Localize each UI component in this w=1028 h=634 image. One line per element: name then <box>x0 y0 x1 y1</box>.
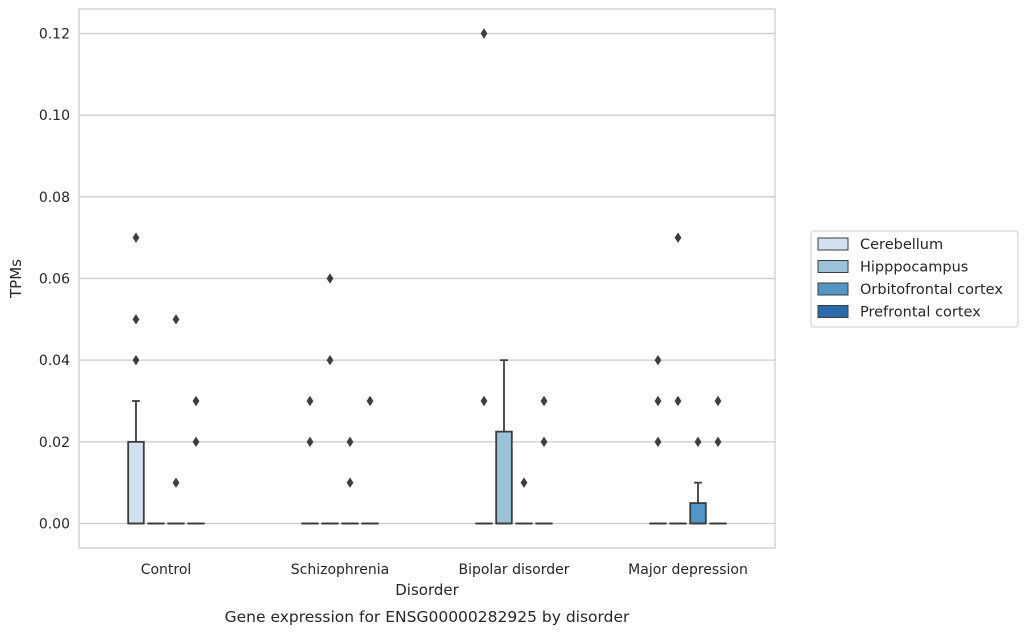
y-tick-label: 0.12 <box>39 27 70 43</box>
legend-swatch <box>817 282 849 296</box>
box <box>689 481 707 525</box>
series-cerebellum <box>127 400 667 525</box>
y-tick-label: 0.10 <box>39 108 70 124</box>
legend-item: Prefrontal cortex <box>817 305 981 321</box>
outlier-point <box>326 354 334 366</box>
outlier-point <box>714 436 722 448</box>
box <box>495 359 513 525</box>
y-tick-labels: 0.00 0.02 0.04 0.06 0.08 0.10 0.12 <box>39 27 70 533</box>
y-tick-label: 0.04 <box>39 353 70 369</box>
outlier-point <box>714 395 722 407</box>
legend-swatch <box>817 260 849 273</box>
outlier-point <box>694 436 702 448</box>
y-tick-label: 0.02 <box>39 435 70 451</box>
legend-label: Hipppocampus <box>860 260 968 276</box>
outlier-markers <box>132 28 722 488</box>
legend: Cerebellum Hipppocampus Orbitofrontal cort… <box>810 230 1019 328</box>
series-hipppocampus <box>147 359 687 525</box>
y-tick-label: 0.00 <box>39 517 70 533</box>
box-body <box>689 502 707 525</box>
outlier-point <box>132 232 140 243</box>
outlier-point <box>346 436 354 448</box>
outlier-point <box>132 354 140 366</box>
outlier-point <box>366 395 374 407</box>
y-tick-label: 0.06 <box>39 272 70 288</box>
legend-swatch <box>817 237 849 251</box>
outlier-point <box>346 477 354 488</box>
outlier-point <box>480 395 488 407</box>
outlier-point <box>674 232 682 243</box>
plot-area-frame <box>78 8 776 549</box>
x-tick-labels: Control Schizophrenia Bipolar disorder Majo… <box>141 562 748 578</box>
chart-caption: Gene expression for ENSG00000282925 by d… <box>225 608 630 626</box>
x-tick-label: Major depression <box>628 562 748 578</box>
gridlines <box>79 32 775 525</box>
x-tick-label: Schizophrenia <box>291 562 389 578</box>
y-axis-label: TPMs <box>7 259 25 299</box>
legend-item: Orbitofrontal cortex <box>817 282 1003 298</box>
outlier-point <box>192 436 200 448</box>
outlier-point <box>192 395 200 407</box>
legend-frame <box>810 230 1019 328</box>
outlier-point <box>654 354 662 366</box>
x-tick-label: Bipolar disorder <box>458 562 569 578</box>
y-tick-label: 0.08 <box>39 190 70 206</box>
legend-swatch <box>817 305 849 318</box>
outlier-point <box>674 395 682 407</box>
box-series <box>127 359 727 525</box>
outlier-point <box>132 314 140 325</box>
legend-label: Orbitofrontal cortex <box>860 282 1003 298</box>
box-body <box>127 440 145 525</box>
outlier-point <box>520 477 528 488</box>
series-orbitofrontal-cortex <box>167 481 707 525</box>
outlier-point <box>480 28 488 39</box>
x-axis-label: Disorder <box>395 581 459 599</box>
outlier-point <box>172 477 180 488</box>
outlier-point <box>326 273 334 284</box>
outlier-point <box>654 395 662 407</box>
outlier-point <box>172 314 180 325</box>
outlier-point <box>540 436 548 448</box>
legend-item: Cerebellum <box>817 237 943 253</box>
outlier-point <box>306 395 314 407</box>
x-tick-label: Control <box>141 562 192 578</box>
legend-label: Prefrontal cortex <box>860 305 981 321</box>
outlier-point <box>306 436 314 448</box>
box-body <box>495 430 513 525</box>
outlier-point <box>654 436 662 448</box>
box <box>127 400 145 525</box>
legend-item: Hipppocampus <box>817 260 968 276</box>
outlier-point <box>540 395 548 407</box>
legend-label: Cerebellum <box>860 237 943 253</box>
